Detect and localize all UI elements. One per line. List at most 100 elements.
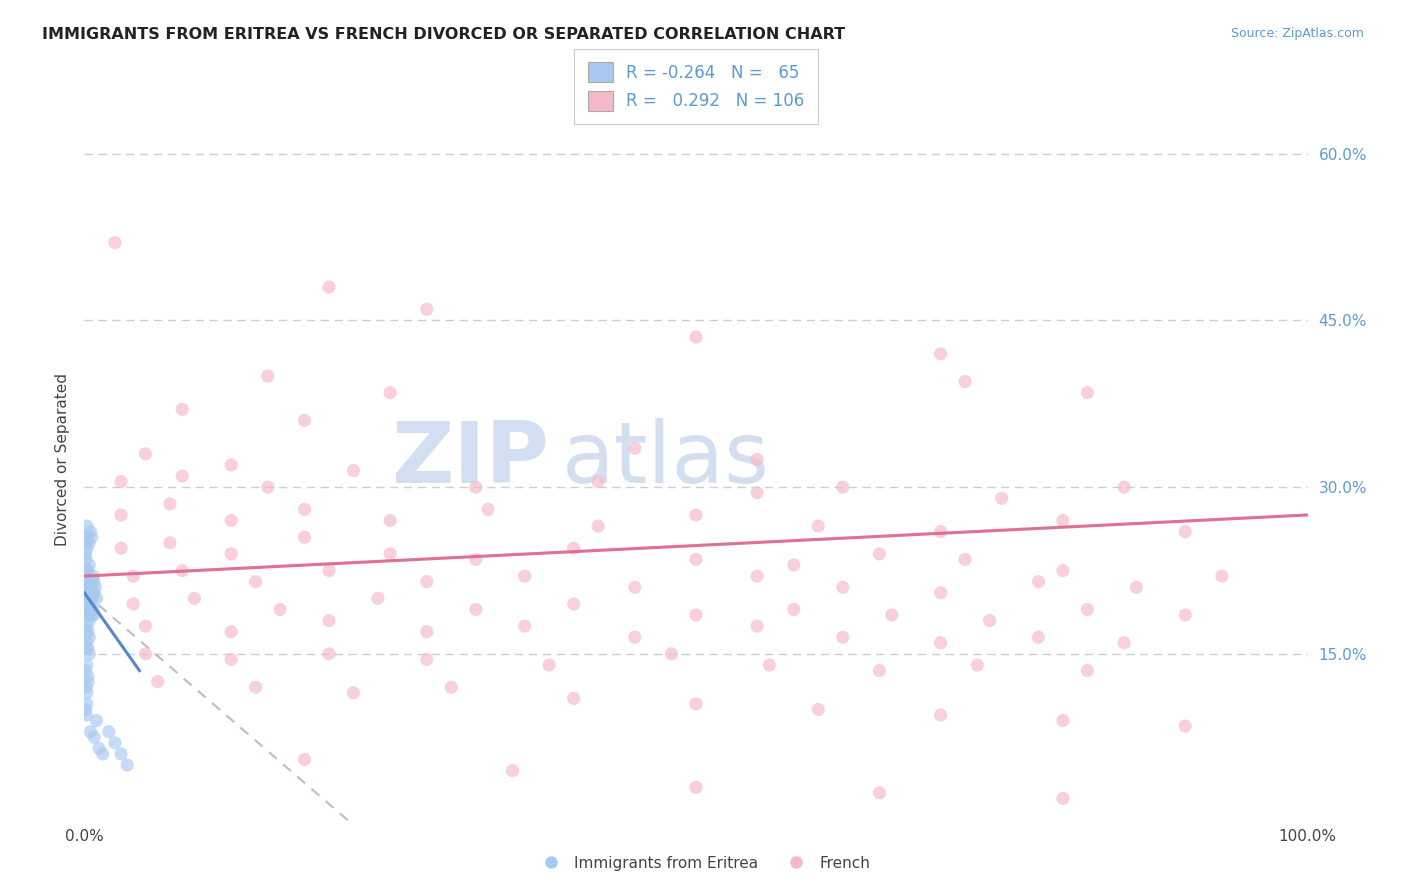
Point (257, 369, 280, 384)
Point (110, 508, 132, 522)
Point (380, 547, 402, 561)
Point (77, 574, 100, 589)
Text: ZIP: ZIP (391, 417, 550, 501)
Point (1052, 791, 1074, 805)
Point (1211, 569, 1233, 583)
Point (1052, 564, 1074, 578)
Point (294, 413, 316, 427)
Point (245, 574, 267, 589)
Point (416, 652, 439, 666)
Point (87, 741, 110, 756)
Point (1076, 664, 1098, 678)
Point (77, 630, 100, 644)
Point (75, 580, 97, 594)
Point (294, 752, 316, 766)
Point (464, 602, 486, 616)
Point (477, 502, 499, 516)
Point (807, 519, 830, 533)
Point (83, 574, 105, 589)
Point (624, 442, 647, 456)
Point (122, 597, 145, 611)
Point (502, 764, 524, 778)
Point (586, 519, 609, 533)
Point (159, 497, 181, 511)
Point (77, 580, 100, 594)
Point (76, 569, 98, 583)
Point (146, 674, 169, 689)
Point (685, 780, 707, 795)
Point (685, 697, 707, 711)
Point (82, 591, 104, 606)
Point (76, 658, 98, 673)
Point (758, 658, 780, 673)
Text: Source: ZipAtlas.com: Source: ZipAtlas.com (1230, 27, 1364, 40)
Point (380, 385, 402, 400)
Point (1114, 636, 1136, 650)
Point (75, 547, 97, 561)
Point (77, 530, 100, 544)
Point (464, 552, 486, 566)
Point (172, 564, 194, 578)
Point (831, 580, 853, 594)
Point (219, 514, 242, 528)
Point (929, 347, 952, 361)
Point (513, 569, 536, 583)
Point (747, 452, 769, 467)
Point (342, 686, 364, 700)
Point (83, 731, 105, 745)
Point (624, 580, 647, 594)
Point (991, 491, 1014, 506)
Point (367, 591, 389, 606)
Point (1052, 714, 1074, 728)
Point (562, 541, 585, 556)
Point (880, 607, 903, 622)
Point (1174, 719, 1197, 733)
Point (747, 619, 769, 633)
Point (76, 697, 98, 711)
Point (831, 480, 853, 494)
Point (75, 641, 97, 656)
Point (122, 569, 145, 583)
Point (257, 480, 280, 494)
Point (562, 691, 585, 706)
Point (115, 758, 138, 772)
Point (77, 535, 100, 549)
Point (75, 664, 97, 678)
Point (86, 714, 108, 728)
Point (77, 564, 100, 578)
Point (75, 708, 97, 723)
Point (294, 502, 316, 516)
Point (183, 591, 205, 606)
Point (79, 591, 101, 606)
Point (416, 574, 439, 589)
Point (75, 535, 97, 549)
Text: atlas: atlas (561, 417, 769, 501)
Point (929, 524, 952, 539)
Point (77, 558, 100, 572)
Point (77, 624, 100, 639)
Point (77, 669, 100, 683)
Point (1174, 524, 1197, 539)
Legend: Immigrants from Eritrea, French: Immigrants from Eritrea, French (530, 849, 876, 877)
Point (75, 591, 97, 606)
Point (79, 724, 101, 739)
Point (80, 607, 103, 622)
Point (86, 591, 108, 606)
Point (1125, 580, 1147, 594)
Point (869, 786, 891, 800)
Point (76, 541, 98, 556)
Point (440, 680, 463, 694)
Point (869, 547, 891, 561)
Point (83, 607, 105, 622)
Point (79, 602, 101, 616)
Point (747, 485, 769, 500)
Point (82, 602, 104, 616)
Point (1076, 385, 1098, 400)
Point (294, 530, 316, 544)
Point (75, 607, 97, 622)
Point (172, 469, 194, 483)
Point (318, 564, 340, 578)
Point (76, 636, 98, 650)
Point (77, 591, 100, 606)
Point (869, 664, 891, 678)
